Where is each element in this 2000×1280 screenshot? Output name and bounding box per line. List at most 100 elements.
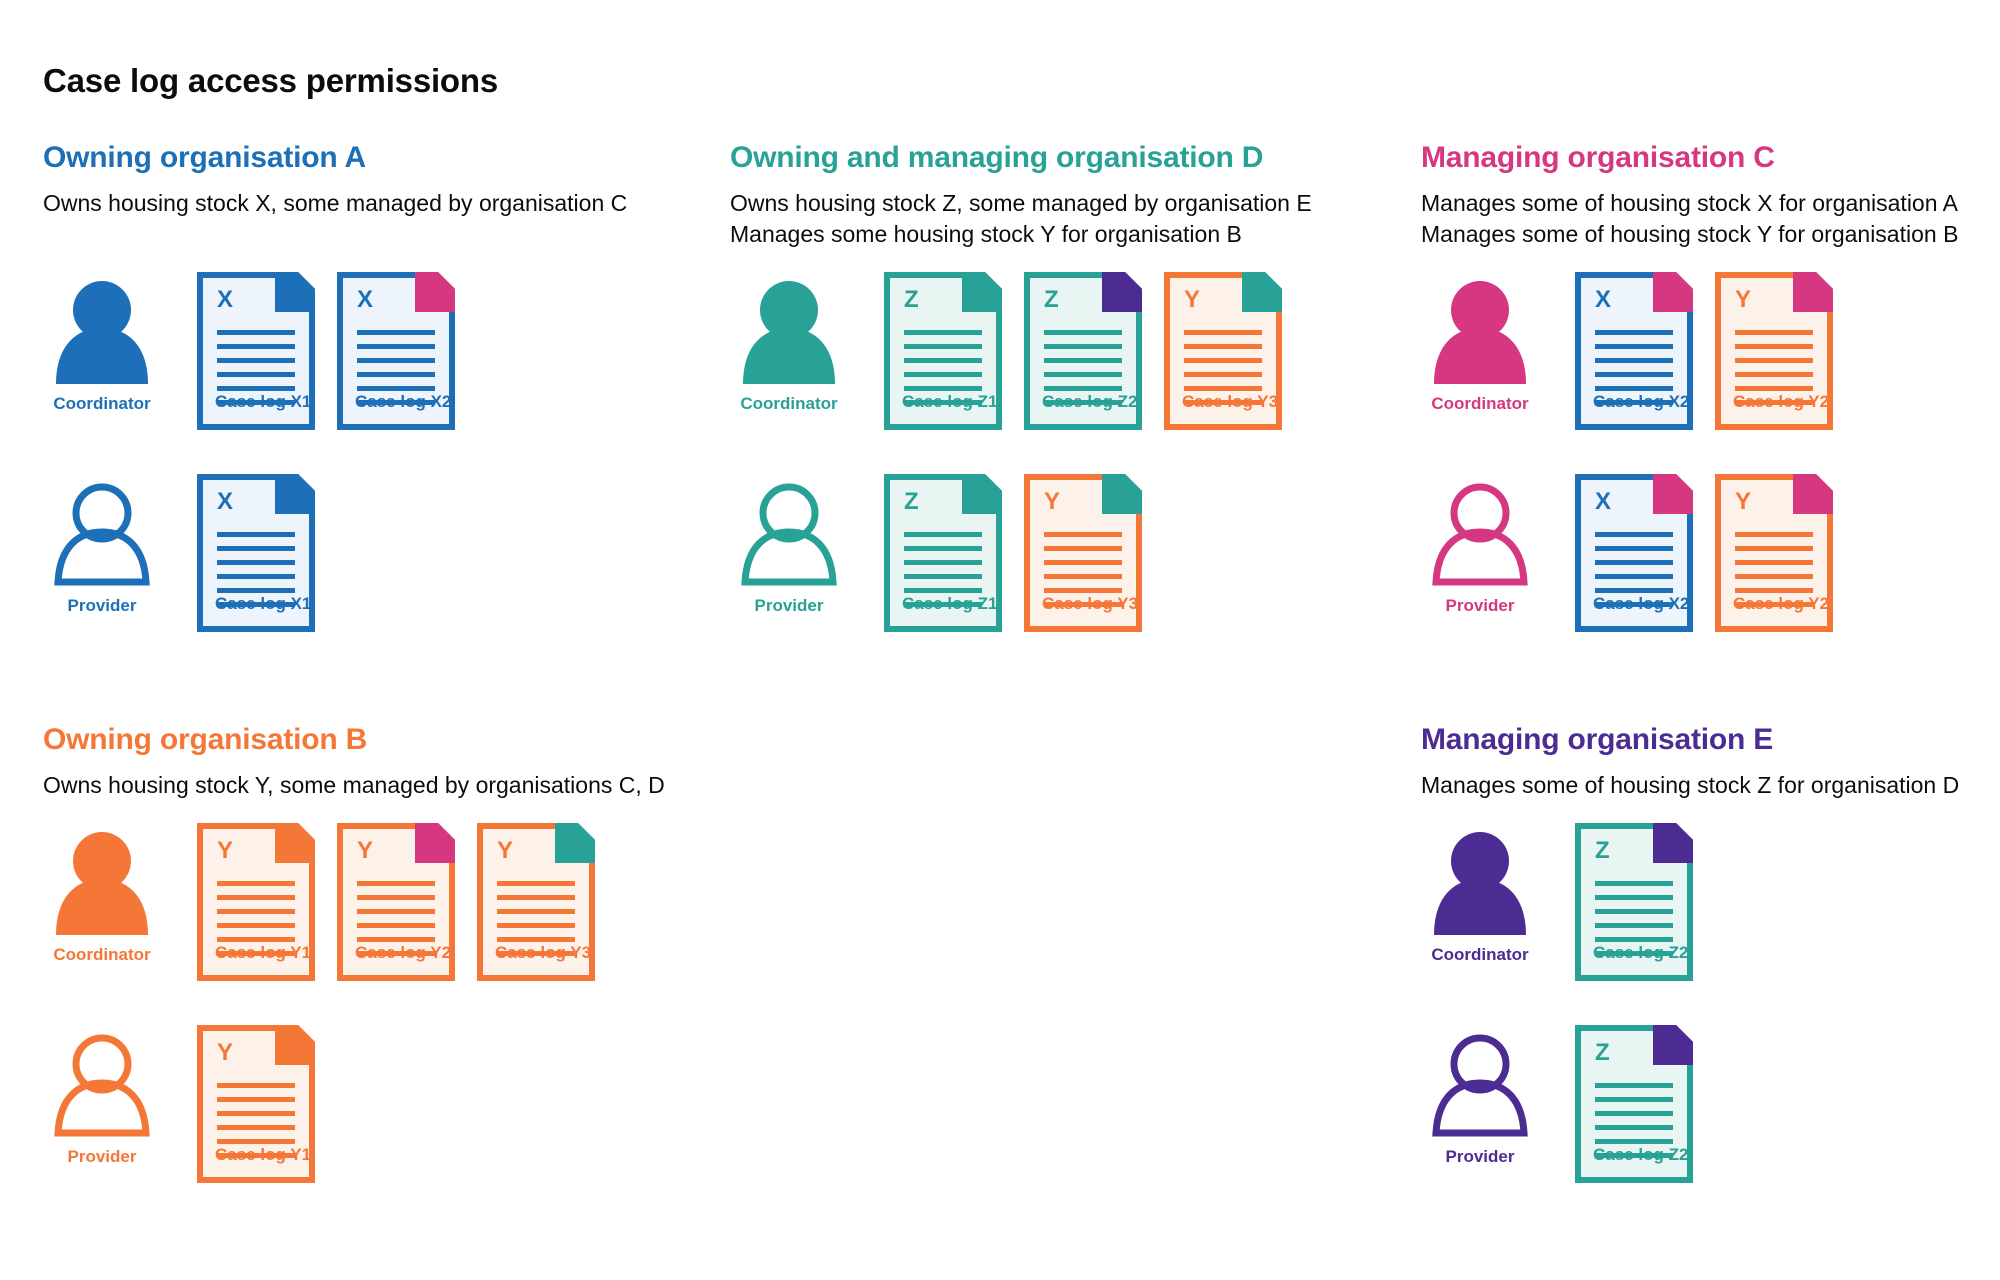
case-log-document: X Case log X2 — [337, 272, 455, 430]
doc-label: Case log Y3 — [495, 943, 592, 962]
doc-label: Case log Z2 — [1593, 1145, 1689, 1164]
case-log-document: Z Case log Z1 — [884, 272, 1002, 430]
provider-label: Provider — [1445, 596, 1515, 615]
doc-text-lines-icon — [1735, 330, 1813, 414]
case-log-document: X Case log X1 — [197, 272, 315, 430]
doc-text-lines-icon — [217, 532, 295, 616]
doc-letter: Z — [904, 488, 919, 515]
folded-corner-icon — [1793, 474, 1833, 514]
org-e-header: Managing organisation E — [1421, 723, 1774, 756]
org-c-provider-docs: X Case log X2 Y Case log Y2 — [1575, 474, 1833, 632]
org-b-coordinator-row: Coordinator Y Case log Y1 Y Case log Y2 … — [43, 823, 713, 981]
org-b-coordinator: Coordinator — [43, 823, 161, 965]
org-e-coordinator-row: Coordinator Z Case log Z2 — [1421, 823, 1996, 981]
org-d-provider: Provider — [730, 474, 848, 616]
section-managing-organisation-c: Managing organisation C Manages some of … — [1421, 140, 1996, 632]
case-log-document: Y Case log Y1 — [197, 823, 315, 981]
doc-label: Case log X1 — [215, 392, 312, 411]
case-log-document: Y Case log Y1 — [197, 1025, 315, 1183]
doc-letter: X — [1595, 488, 1612, 515]
case-log-document: X Case log X2 — [1575, 272, 1693, 430]
provider-icon — [1432, 1034, 1528, 1137]
org-a-coordinator-row: Coordinator X Case log X1 X Case log X2 — [43, 272, 713, 430]
org-e-coordinator-docs: Z Case log Z2 — [1575, 823, 1693, 981]
case-log-document: Y Case log Y2 — [1715, 272, 1833, 430]
doc-text-lines-icon — [1044, 330, 1122, 414]
org-d-description-line: Owns housing stock Z, some managed by or… — [730, 190, 1312, 216]
doc-text-lines-icon — [497, 881, 575, 965]
org-b-provider-row: Provider Y Case log Y1 — [43, 1025, 713, 1183]
org-a-description: Owns housing stock X, some managed by or… — [43, 188, 713, 250]
org-d-coordinator-docs: Z Case log Z1 Z Case log Z2 Y Case log Y… — [884, 272, 1282, 430]
case-log-document: Y Case log Y3 — [477, 823, 595, 981]
doc-letter: Y — [357, 837, 374, 864]
folded-corner-icon — [275, 272, 315, 312]
org-d-coordinator-row: Coordinator Z Case log Z1 Z Case log Z2 … — [730, 272, 1400, 430]
org-a-coordinator-docs: X Case log X1 X Case log X2 — [197, 272, 455, 430]
case-log-document: Z Case log Z2 — [1575, 823, 1693, 981]
coordinator-label: Coordinator — [53, 394, 151, 413]
doc-label: Case log X2 — [1593, 392, 1690, 411]
org-d-header: Owning and managing organisation D — [730, 141, 1264, 174]
section-owning-and-managing-organisation-d: Owning and managing organisation D Owns … — [730, 140, 1400, 632]
coordinator-label: Coordinator — [1431, 945, 1529, 964]
provider-label: Provider — [1445, 1147, 1515, 1166]
folded-corner-icon — [1653, 823, 1693, 863]
coordinator-icon — [56, 832, 148, 935]
doc-text-lines-icon — [1735, 532, 1813, 616]
doc-label: Case log Z2 — [1593, 943, 1689, 962]
doc-label: Case log X2 — [355, 392, 452, 411]
provider-icon — [741, 483, 837, 586]
doc-text-lines-icon — [1595, 881, 1673, 965]
org-c-coordinator: Coordinator — [1421, 272, 1539, 414]
provider-icon — [54, 483, 150, 586]
org-d-provider-docs: Z Case log Z1 Y Case log Y3 — [884, 474, 1142, 632]
case-log-document: Z Case log Z2 — [1575, 1025, 1693, 1183]
doc-label: Case log Y3 — [1182, 392, 1279, 411]
case-log-document: Z Case log Z2 — [1024, 272, 1142, 430]
doc-text-lines-icon — [217, 1083, 295, 1167]
folded-corner-icon — [1102, 474, 1142, 514]
doc-text-lines-icon — [904, 330, 982, 414]
org-c-description-line: Manages some of housing stock Y for orga… — [1421, 221, 1959, 247]
org-e-provider: Provider — [1421, 1025, 1539, 1167]
folded-corner-icon — [1102, 272, 1142, 312]
doc-label: Case log Z2 — [1042, 392, 1138, 411]
folded-corner-icon — [415, 823, 455, 863]
doc-letter: Y — [217, 1039, 234, 1066]
org-c-header: Managing organisation C — [1421, 141, 1775, 174]
org-e-coordinator: Coordinator — [1421, 823, 1539, 965]
org-b-description: Owns housing stock Y, some managed by or… — [43, 770, 713, 801]
doc-letter: X — [1595, 286, 1612, 313]
doc-label: Case log Y2 — [1733, 594, 1830, 613]
case-log-document: Z Case log Z1 — [884, 474, 1002, 632]
doc-label: Case log Y2 — [1733, 392, 1830, 411]
doc-text-lines-icon — [1044, 532, 1122, 616]
coordinator-label: Coordinator — [53, 945, 151, 964]
provider-label: Provider — [754, 596, 824, 615]
case-log-document: Y Case log Y3 — [1164, 272, 1282, 430]
doc-label: Case log Y3 — [1042, 594, 1139, 613]
doc-letter: Y — [1044, 488, 1061, 515]
case-log-document: X Case log X1 — [197, 474, 315, 632]
doc-text-lines-icon — [217, 330, 295, 414]
org-b-coordinator-docs: Y Case log Y1 Y Case log Y2 Y Case log Y… — [197, 823, 595, 981]
case-log-document: Y Case log Y2 — [1715, 474, 1833, 632]
org-d-provider-row: Provider Z Case log Z1 Y Case log Y3 — [730, 474, 1400, 632]
coordinator-label: Coordinator — [740, 394, 838, 413]
org-d-description: Owns housing stock Z, some managed by or… — [730, 188, 1400, 250]
section-owning-organisation-b: Owning organisation B Owns housing stock… — [43, 722, 713, 1183]
org-e-provider-docs: Z Case log Z2 — [1575, 1025, 1693, 1183]
doc-text-lines-icon — [357, 330, 435, 414]
org-c-description-line: Manages some of housing stock X for orga… — [1421, 190, 1958, 216]
doc-letter: Y — [1184, 286, 1201, 313]
org-d-coordinator: Coordinator — [730, 272, 848, 414]
doc-text-lines-icon — [1595, 532, 1673, 616]
folded-corner-icon — [275, 823, 315, 863]
doc-label: Case log Y2 — [355, 943, 452, 962]
org-b-description-line: Owns housing stock Y, some managed by or… — [43, 772, 665, 798]
doc-label: Case log Z1 — [902, 594, 998, 613]
section-managing-organisation-e: Managing organisation E Manages some of … — [1421, 722, 1996, 1183]
doc-letter: Z — [1044, 286, 1059, 313]
provider-icon — [54, 1034, 150, 1137]
